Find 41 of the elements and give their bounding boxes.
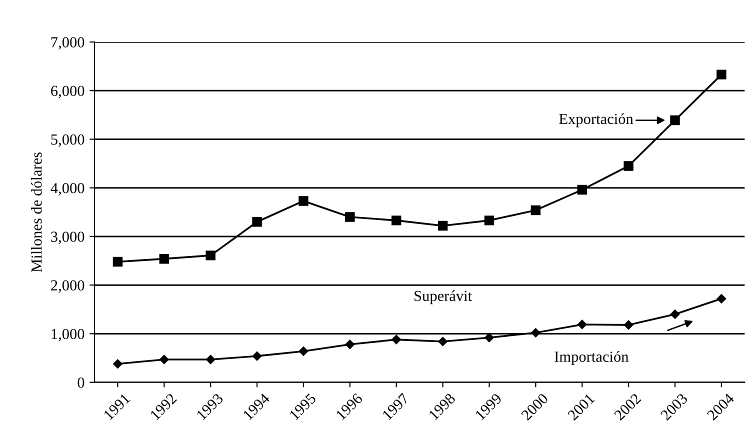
point	[252, 351, 262, 361]
point	[113, 359, 122, 368]
point	[252, 217, 262, 227]
point	[345, 340, 355, 350]
point	[624, 320, 634, 330]
y-tick-label: 7,000	[51, 37, 84, 50]
point	[298, 196, 308, 206]
point	[392, 334, 401, 344]
point	[531, 328, 540, 338]
point	[438, 220, 448, 231]
y-tick-label: 4,000	[50, 182, 84, 196]
point	[484, 332, 494, 342]
y-tick-label: 6,000	[51, 86, 84, 98]
point	[716, 294, 726, 304]
point	[345, 212, 355, 222]
y-tick-label: 0	[78, 377, 84, 388]
point	[392, 216, 402, 226]
point	[577, 184, 587, 195]
y-tick-label: 1,000	[52, 328, 84, 342]
annotation: Superávit	[414, 290, 472, 304]
point	[159, 254, 170, 264]
x-tick-label: 1991	[103, 393, 131, 420]
point	[160, 354, 169, 364]
y-tick-label: 3,000	[51, 232, 84, 244]
y-tick-label: 5,000	[51, 134, 84, 147]
point	[716, 70, 726, 80]
y-tick-label: 2,000	[51, 280, 84, 293]
point	[624, 161, 634, 171]
point	[670, 115, 680, 126]
point	[298, 346, 308, 356]
point	[206, 354, 216, 364]
y-axis-title: Millones de dólares	[30, 152, 42, 272]
point	[484, 216, 494, 226]
point	[577, 320, 587, 330]
annotation: Importación	[554, 351, 629, 365]
point	[112, 256, 123, 267]
point	[530, 205, 541, 216]
point	[670, 310, 680, 319]
point	[206, 250, 216, 260]
point	[438, 336, 448, 346]
annotation: Exportación	[559, 113, 634, 128]
